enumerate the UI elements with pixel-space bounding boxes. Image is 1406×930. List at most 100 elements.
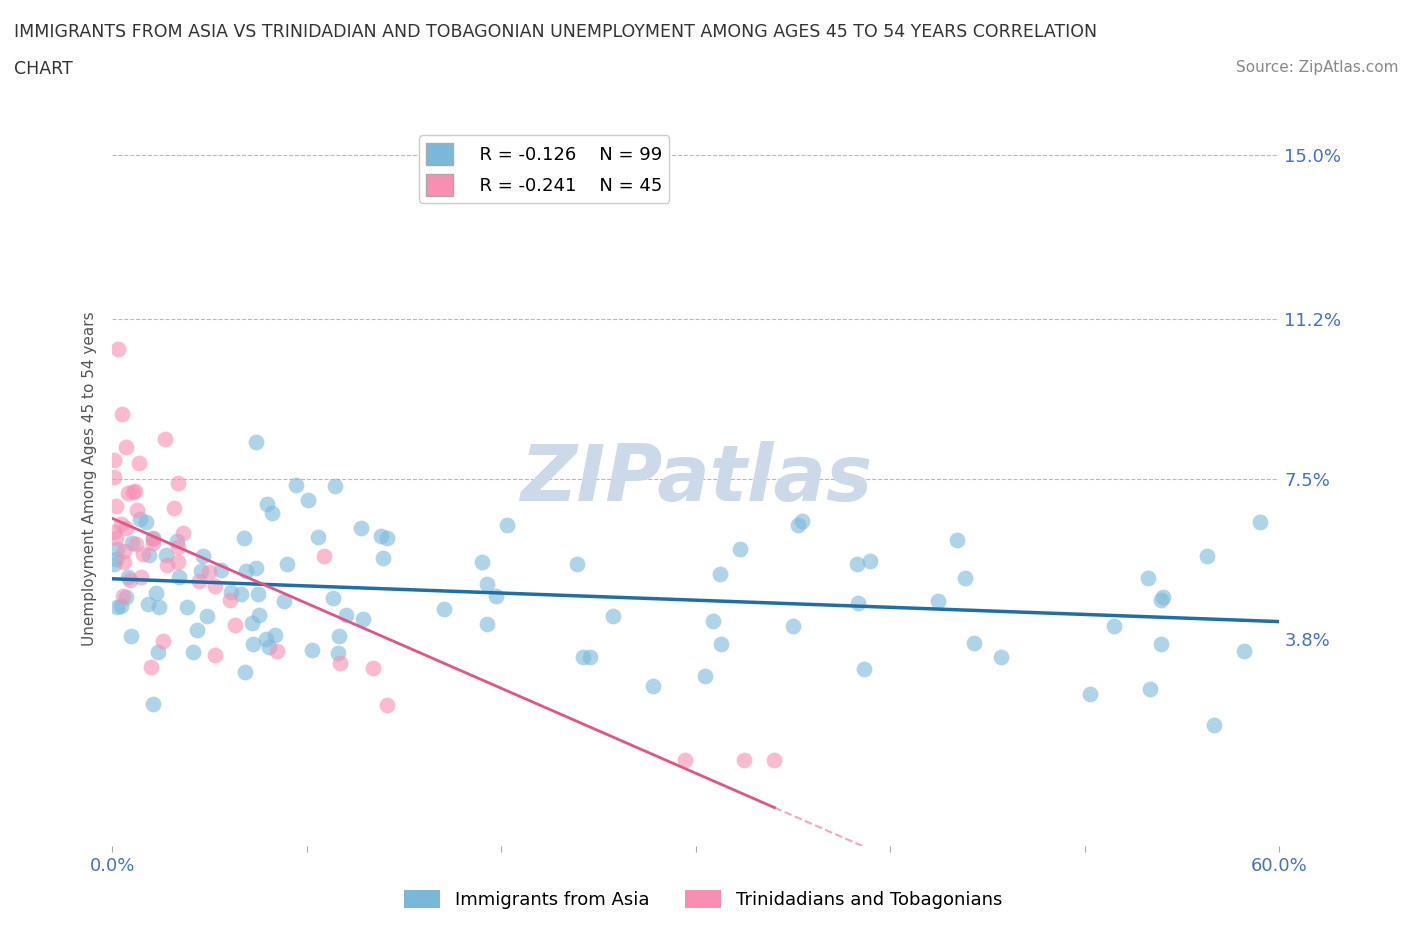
Point [323,479,346,494]
Point [471,554,494,569]
Point [235,564,257,578]
Point [167,475,190,490]
Point [148,599,170,614]
Point [352,611,374,626]
Point [136,596,159,611]
Point [105,551,128,566]
Point [233,665,256,680]
Point [155,548,177,563]
Point [375,698,398,712]
Point [702,614,724,629]
Point [125,502,148,517]
Point [276,557,298,572]
Point [266,644,288,659]
Point [156,558,179,573]
Point [107,342,129,357]
Point [125,537,148,551]
Point [142,697,165,711]
Point [103,452,125,467]
Point [846,556,869,571]
Point [329,656,352,671]
Point [297,493,319,508]
Point [242,616,264,631]
Point [1139,682,1161,697]
Point [153,432,176,446]
Point [733,752,755,767]
Point [1137,570,1160,585]
Point [166,534,188,549]
Point [859,553,882,568]
Point [641,679,664,694]
Point [121,536,143,551]
Point [322,591,344,605]
Point [247,586,270,601]
Point [105,542,128,557]
Point [848,595,870,610]
Point [496,517,519,532]
Point [114,544,136,559]
Point [131,569,153,584]
Point [122,485,145,500]
Point [946,532,969,547]
Point [132,546,155,561]
Point [112,555,135,570]
Point [219,592,242,607]
Point [695,669,717,684]
Point [927,593,949,608]
Text: Source: ZipAtlas.com: Source: ZipAtlas.com [1236,60,1399,75]
Point [145,586,167,601]
Text: IMMIGRANTS FROM ASIA VS TRINIDADIAN AND TOBAGONIAN UNEMPLOYMENT AMONG AGES 45 TO: IMMIGRANTS FROM ASIA VS TRINIDADIAN AND … [14,23,1097,41]
Point [142,531,165,546]
Point [1078,686,1101,701]
Point [242,637,264,652]
Point [370,528,392,543]
Point [114,521,136,536]
Point [193,549,215,564]
Point [120,573,142,588]
Point [709,567,731,582]
Point [139,659,162,674]
Point [257,639,280,654]
Point [188,574,211,589]
Point [128,456,150,471]
Legend:   R = -0.126    N = 99,   R = -0.241    N = 45: R = -0.126 N = 99, R = -0.241 N = 45 [419,136,669,203]
Point [1195,549,1218,564]
Text: ZIPatlas: ZIPatlas [520,441,872,517]
Point [579,649,602,664]
Point [245,560,267,575]
Point [110,517,132,532]
Point [1152,590,1174,604]
Point [115,590,138,604]
Point [728,541,751,556]
Point [135,514,157,529]
Point [477,617,499,631]
Point [264,627,287,642]
Point [105,600,128,615]
Point [571,649,593,664]
Point [710,636,733,651]
Point [219,584,242,599]
Point [1233,644,1256,658]
Point [673,752,696,767]
Point [142,536,165,551]
Point [167,570,190,585]
Point [273,593,295,608]
Point [120,629,142,644]
Point [326,645,349,660]
Point [103,557,125,572]
Point [183,644,205,659]
Point [104,531,127,546]
Point [204,647,226,662]
Point [853,661,876,676]
Point [209,562,232,577]
Point [373,551,395,565]
Point [229,586,252,601]
Point [1202,718,1225,733]
Point [172,525,194,540]
Point [146,644,169,659]
Point [990,650,1012,665]
Point [953,571,976,586]
Point [962,635,984,650]
Text: CHART: CHART [14,60,73,78]
Point [475,577,498,591]
